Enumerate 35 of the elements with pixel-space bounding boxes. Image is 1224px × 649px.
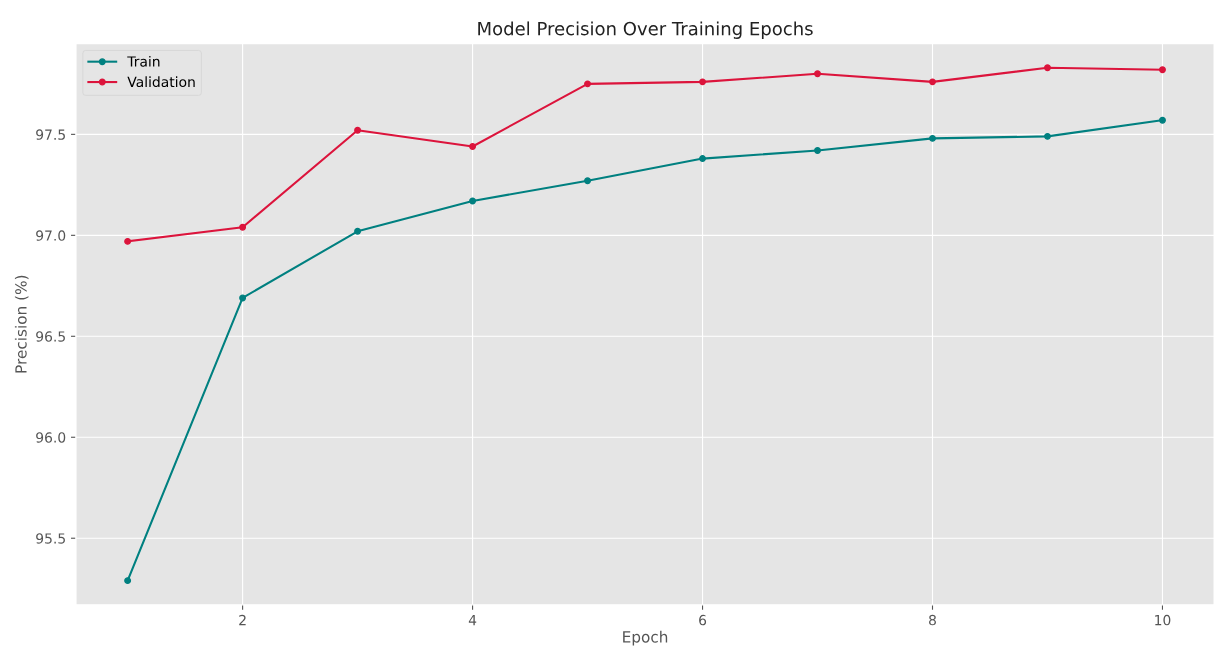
point: [469, 197, 477, 205]
x-tick-label: 2: [239, 614, 246, 626]
y-tick-label: 97.0: [36, 230, 66, 241]
point: [584, 80, 592, 88]
point: [814, 70, 821, 78]
chart-title: Model Precision Over Training Epochs: [478, 21, 813, 39]
point: [124, 577, 132, 585]
point: [239, 223, 247, 231]
x-tick-label: 6: [699, 614, 707, 626]
point: [1044, 132, 1051, 140]
point: [929, 78, 936, 86]
point: [124, 237, 132, 245]
point: [1044, 64, 1051, 72]
point: [1158, 116, 1166, 124]
point: [584, 177, 592, 185]
y-tick-label: 97.5: [36, 129, 65, 140]
x-axis-title: Epoch: [623, 630, 668, 646]
point: [1158, 66, 1166, 74]
y-tick-label: 96.5: [36, 331, 65, 342]
x-tick-label: 8: [929, 614, 936, 626]
y-tick-label: 95.5: [36, 533, 65, 544]
legend-label: Validation: [127, 76, 195, 88]
point: [699, 78, 707, 86]
point: [699, 155, 707, 163]
x-tick-label: 4: [468, 615, 477, 626]
point: [239, 294, 247, 302]
point: [469, 142, 477, 150]
point: [354, 126, 362, 134]
x-tick-label: 10: [1155, 614, 1171, 626]
point: [814, 147, 821, 154]
point: [929, 134, 936, 142]
y-axis-title: Precision (%): [14, 275, 29, 373]
point: [354, 227, 362, 235]
y-tick-label: 96.0: [36, 432, 66, 443]
legend-label: Train: [127, 55, 160, 67]
